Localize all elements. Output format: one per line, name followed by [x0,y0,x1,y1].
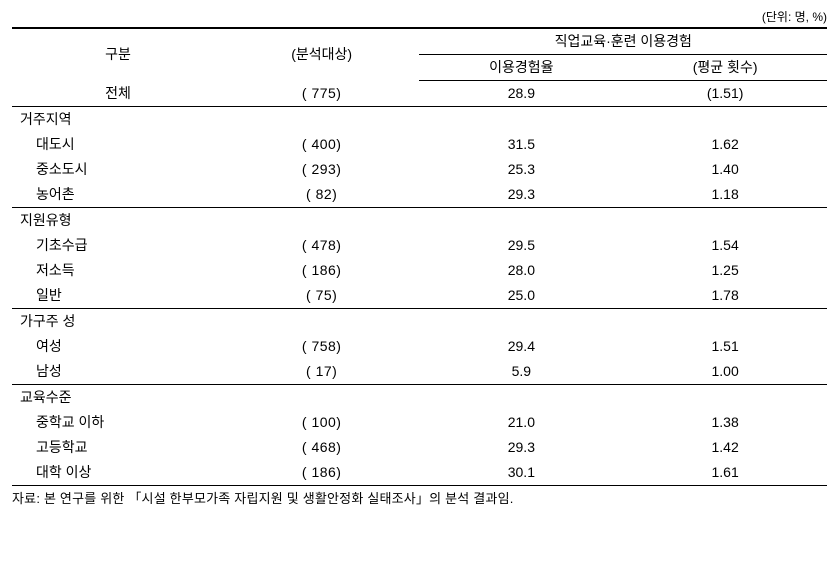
empty-cell [623,385,827,411]
row-rate: 29.3 [419,435,623,460]
header-group: 직업교육·훈련 이용경험 [419,28,827,55]
row-avg: 1.42 [623,435,827,460]
row-count: ( 186) [224,258,420,283]
row-avg: 1.38 [623,410,827,435]
empty-cell [419,309,623,335]
table-row: 기초수급( 478)29.51.54 [12,233,827,258]
row-count: ( 758) [224,334,420,359]
table-body: 전체( 775)28.9(1.51)거주지역대도시( 400)31.51.62중… [12,81,827,486]
row-label: 대학 이상 [12,460,224,486]
table-row: 교육수준 [12,385,827,411]
data-table: 구분 (분석대상) 직업교육·훈련 이용경험 이용경험율 (평균 횟수) 전체(… [12,27,827,486]
header-avg: (평균 횟수) [623,55,827,81]
row-count: ( 17) [224,359,420,385]
table-row: 여성( 758)29.41.51 [12,334,827,359]
empty-cell [623,208,827,234]
row-label: 고등학교 [12,435,224,460]
table-row: 중소도시( 293)25.31.40 [12,157,827,182]
table-row: 거주지역 [12,107,827,133]
table-row: 남성( 17)5.91.00 [12,359,827,385]
row-avg: (1.51) [623,81,827,107]
header-category: 구분 [12,28,224,81]
unit-note: (단위: 명, %) [12,8,827,25]
section-title: 지원유형 [12,208,224,234]
table-row: 대학 이상( 186)30.11.61 [12,460,827,486]
row-avg: 1.40 [623,157,827,182]
row-label: 여성 [12,334,224,359]
row-label: 농어촌 [12,182,224,208]
row-rate: 29.3 [419,182,623,208]
row-label: 남성 [12,359,224,385]
empty-cell [419,107,623,133]
row-count: ( 775) [224,81,420,107]
row-rate: 28.0 [419,258,623,283]
empty-cell [224,309,420,335]
table-row: 가구주 성 [12,309,827,335]
row-rate: 25.0 [419,283,623,309]
row-label: 중소도시 [12,157,224,182]
row-label: 대도시 [12,132,224,157]
row-rate: 28.9 [419,81,623,107]
row-label: 기초수급 [12,233,224,258]
row-avg: 1.54 [623,233,827,258]
table-header: 구분 (분석대상) 직업교육·훈련 이용경험 이용경험율 (평균 횟수) [12,28,827,81]
row-label: 저소득 [12,258,224,283]
section-title: 가구주 성 [12,309,224,335]
row-count: ( 100) [224,410,420,435]
row-count: ( 478) [224,233,420,258]
row-count: ( 75) [224,283,420,309]
row-avg: 1.62 [623,132,827,157]
row-label: 전체 [12,81,224,107]
row-count: ( 186) [224,460,420,486]
row-rate: 29.5 [419,233,623,258]
table-row: 대도시( 400)31.51.62 [12,132,827,157]
table-row: 고등학교( 468)29.31.42 [12,435,827,460]
table-row: 저소득( 186)28.01.25 [12,258,827,283]
section-title: 교육수준 [12,385,224,411]
table-row: 일반( 75)25.01.78 [12,283,827,309]
empty-cell [623,107,827,133]
table-row: 중학교 이하( 100)21.01.38 [12,410,827,435]
row-rate: 29.4 [419,334,623,359]
empty-cell [224,385,420,411]
row-label: 중학교 이하 [12,410,224,435]
row-avg: 1.61 [623,460,827,486]
row-avg: 1.25 [623,258,827,283]
section-title: 거주지역 [12,107,224,133]
row-avg: 1.51 [623,334,827,359]
row-rate: 31.5 [419,132,623,157]
header-sample: (분석대상) [224,28,420,81]
row-rate: 5.9 [419,359,623,385]
empty-cell [623,309,827,335]
row-count: ( 293) [224,157,420,182]
row-avg: 1.00 [623,359,827,385]
row-rate: 21.0 [419,410,623,435]
empty-cell [224,208,420,234]
row-rate: 25.3 [419,157,623,182]
table-row: 농어촌( 82)29.31.18 [12,182,827,208]
source-note: 자료: 본 연구를 위한 「시설 한부모가족 자립지원 및 생활안정화 실태조사… [12,488,827,507]
empty-cell [224,107,420,133]
table-row: 지원유형 [12,208,827,234]
row-count: ( 468) [224,435,420,460]
empty-cell [419,208,623,234]
row-rate: 30.1 [419,460,623,486]
row-count: ( 82) [224,182,420,208]
row-count: ( 400) [224,132,420,157]
header-rate: 이용경험율 [419,55,623,81]
row-label: 일반 [12,283,224,309]
row-avg: 1.18 [623,182,827,208]
row-avg: 1.78 [623,283,827,309]
empty-cell [419,385,623,411]
table-row: 전체( 775)28.9(1.51) [12,81,827,107]
